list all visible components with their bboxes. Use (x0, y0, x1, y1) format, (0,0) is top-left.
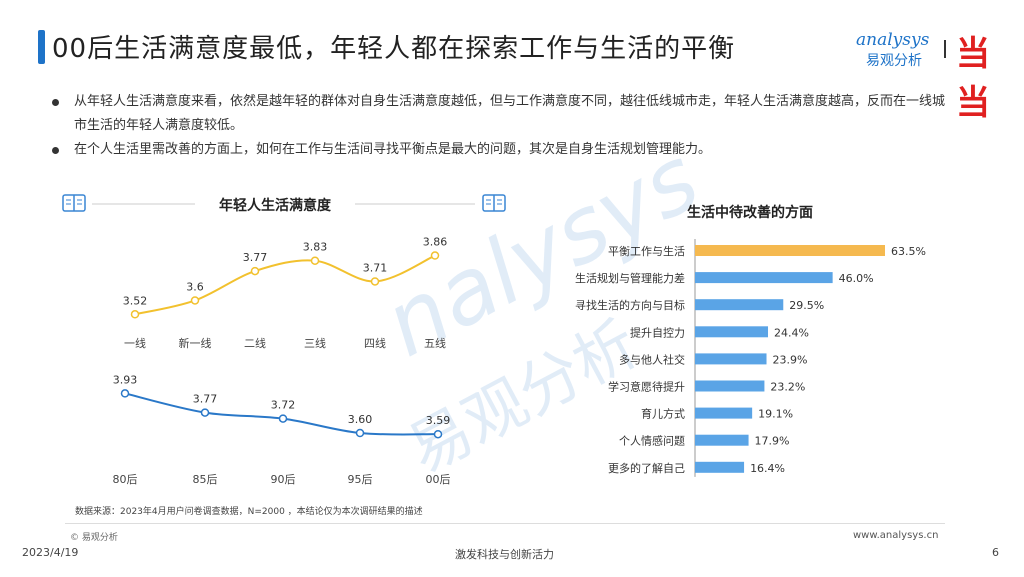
city-tier-point (190, 296, 200, 305)
generation-data-label: 3.72 (271, 399, 296, 412)
bar (695, 326, 769, 338)
generation-point (120, 389, 130, 398)
bar-category-label: 学习意愿待提升 (608, 380, 685, 394)
city-tier-data-label: 3.86 (423, 236, 448, 249)
logo-separator (944, 40, 946, 58)
bar (695, 299, 784, 311)
report-date: 2023/4/19 (22, 546, 79, 559)
city-tier-category-label: 五线 (424, 336, 446, 350)
city-tier-category-label: 新一线 (179, 336, 212, 350)
city-tier-category-label: 一线 (124, 336, 146, 350)
bar (695, 380, 765, 392)
bar-value-label: 19.1% (758, 408, 793, 421)
generation-category-label: 85后 (193, 473, 218, 486)
city-tier-line-chart: 3.52 一线 3.6 新一线 3.77 二线 3.83 三线 3.71 四线 3.86 五线 (123, 236, 448, 350)
bar-value-label: 16.4% (750, 462, 785, 475)
city-tier-data-label: 3.71 (363, 261, 388, 274)
bar-category-label: 多与他人社交 (619, 352, 685, 366)
bullet-item-1: 从年轻人生活满意度来看，依然是越年轻的群体对自身生活满意度越低，但与工作满意度不… (50, 90, 950, 138)
generation-category-label: 95后 (348, 473, 373, 486)
website-link[interactable]: www.analysys.cn (853, 530, 939, 541)
title-accent-bar (38, 30, 45, 64)
bullet-item-2: 在个人生活里需改善的方面上，如何在工作与生活间寻找平衡点是最大的问题，其次是自身… (50, 138, 950, 162)
bar (695, 434, 749, 446)
copyright: © 易观分析 (70, 533, 118, 543)
generation-line-chart: 3.93 80后 3.77 85后 3.72 90后 3.60 95后 3.59 00后 (113, 373, 451, 486)
dangdang-logo: 当当 (956, 34, 990, 123)
generation-category-label: 80后 (113, 473, 138, 486)
city-tier-category-label: 四线 (364, 336, 386, 350)
bullet-text-2: 在个人生活里需改善的方面上，如何在工作与生活间寻找平衡点是最大的问题，其次是自身… (74, 142, 712, 157)
city-tier-data-label: 3.83 (303, 241, 328, 254)
generation-point (433, 429, 443, 439)
generation-data-label: 3.59 (426, 414, 451, 427)
bar (695, 245, 885, 256)
bar-value-label: 24.4% (774, 326, 809, 339)
page-number: 6 (992, 546, 999, 559)
bar-category-label: 平衡工作与生活 (608, 244, 685, 258)
generation-point (355, 428, 365, 438)
bar-category-label: 个人情感问题 (619, 435, 685, 448)
city-tier-data-label: 3.52 (123, 294, 148, 307)
bar-category-label: 育儿方式 (641, 407, 685, 421)
city-tier-point (430, 251, 440, 260)
bullet-dot-icon (52, 147, 59, 154)
generation-point (278, 414, 288, 423)
generation-category-label: 00后 (426, 473, 451, 486)
bar (695, 272, 833, 284)
bar-category-label: 更多的了解自己 (608, 461, 685, 475)
generation-data-label: 3.93 (113, 373, 138, 386)
footer-divider (65, 523, 945, 524)
book-icon (62, 194, 86, 212)
logo-cn-text: 易观分析 (866, 53, 922, 69)
bar-value-label: 23.2% (770, 381, 805, 394)
bar-category-label: 生活规划与管理能力差 (575, 271, 685, 285)
book-icon (482, 194, 506, 212)
city-tier-point (250, 266, 260, 276)
city-tier-point (130, 310, 140, 319)
logo-en-text: analysys (856, 30, 930, 50)
generation-point (200, 408, 210, 417)
analysys-logo: analysys 易观分析 (852, 30, 940, 70)
bullet-text-1: 从年轻人生活满意度来看，依然是越年轻的群体对自身生活满意度越低，但与工作满意度不… (74, 94, 946, 133)
data-source-note: 数据来源：2023年4月用户问卷调查数据，N=2000 ，本结论仅为本次调研结果… (75, 507, 423, 517)
slogan: 激发科技与创新活力 (455, 548, 554, 561)
bar-value-label: 23.9% (773, 353, 808, 366)
generation-data-label: 3.60 (348, 413, 373, 426)
city-tier-data-label: 3.6 (186, 280, 204, 293)
city-tier-data-label: 3.77 (243, 251, 268, 264)
bar (695, 407, 753, 419)
chart1-title: 年轻人生活满意度 (219, 197, 332, 214)
city-tier-point (370, 277, 380, 286)
generation-data-label: 3.77 (193, 393, 218, 406)
bar-category-label: 提升自控力 (630, 325, 685, 339)
bar (695, 353, 767, 365)
generation-category-label: 90后 (271, 473, 296, 486)
improvement-bar-chart: 63.5% 平衡工作与生活 46.0% 生活规划与管理能力差 29.5% 寻找生活的方向与… (575, 239, 926, 477)
bar-value-label: 29.5% (789, 299, 824, 312)
bar-value-label: 17.9% (755, 435, 790, 448)
bar-value-label: 46.0% (839, 272, 874, 285)
page-title: 00后生活满意度最低，年轻人都在探索工作与生活的平衡 (52, 34, 736, 64)
chart3-title: 生活中待改善的方面 (687, 204, 813, 221)
bar-category-label: 寻找生活的方向与目标 (575, 298, 685, 312)
bullet-dot-icon (52, 99, 59, 106)
summary-bullets: 从年轻人生活满意度来看，依然是越年轻的群体对自身生活满意度越低，但与工作满意度不… (50, 90, 950, 162)
bar-value-label: 63.5% (891, 245, 926, 258)
bar (695, 461, 745, 473)
city-tier-category-label: 三线 (304, 336, 326, 350)
city-tier-category-label: 二线 (244, 336, 266, 350)
city-tier-point (310, 256, 320, 265)
